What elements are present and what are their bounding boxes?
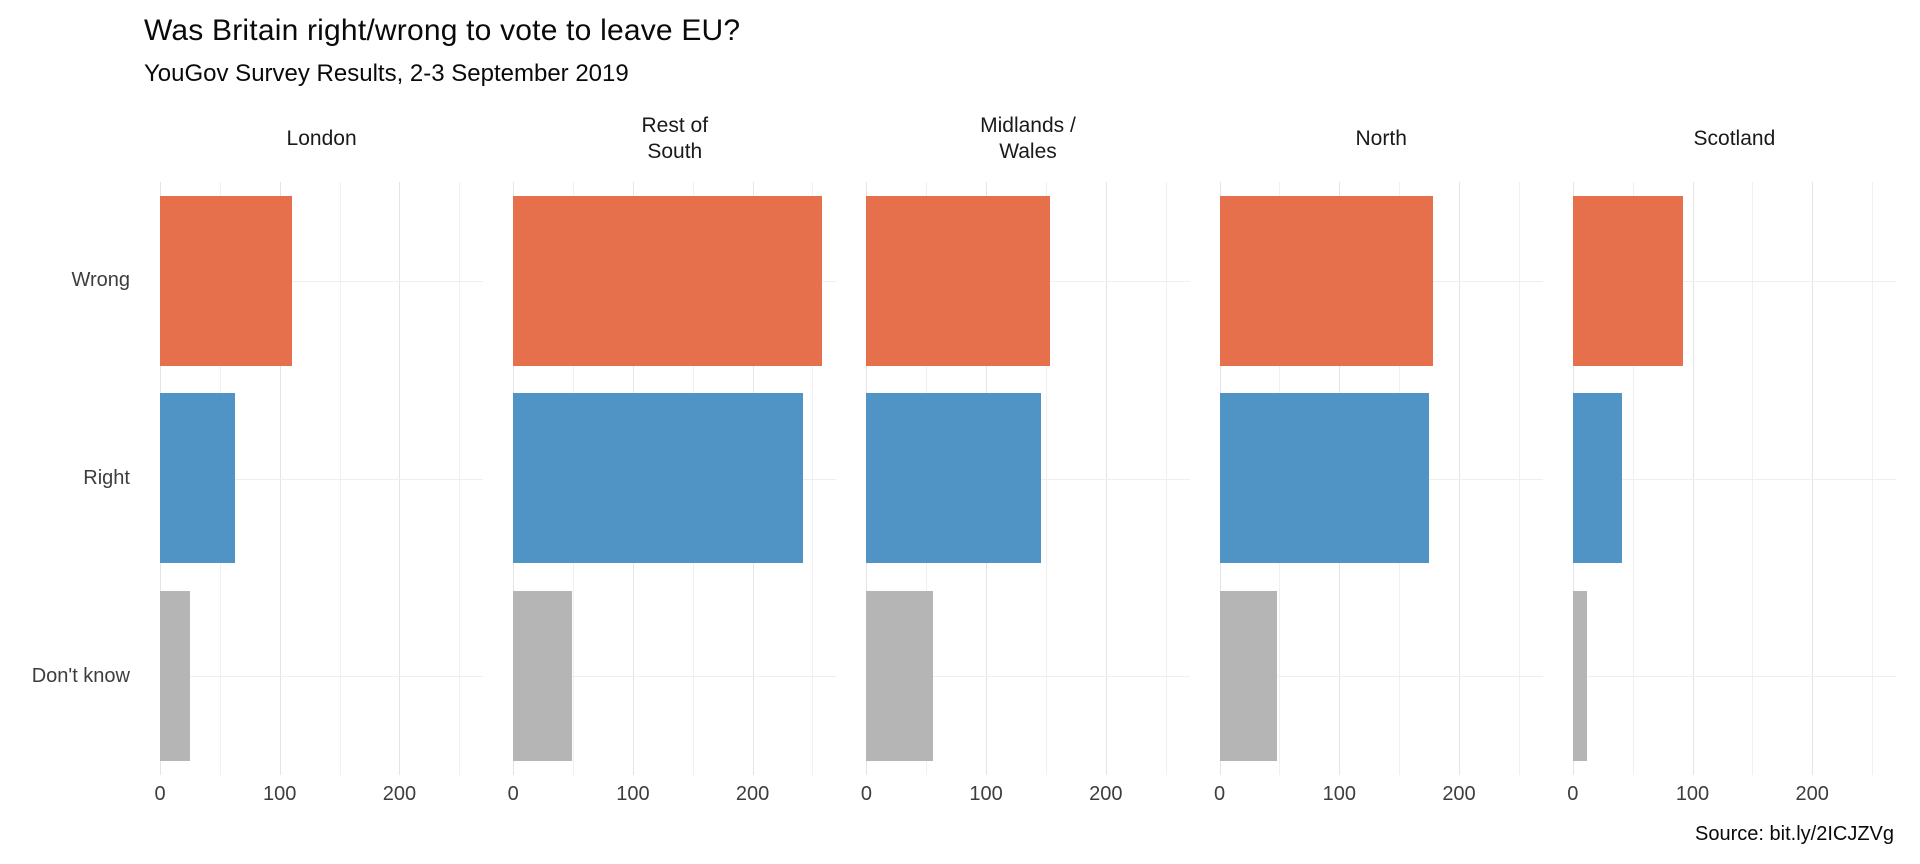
x-tick-label: 100 (1322, 783, 1356, 805)
facet-panel-north (1219, 182, 1543, 775)
facet-north: North 0 100 200 (1214, 104, 1543, 819)
x-axis-midlands-wales: 0 100 200 (861, 783, 1189, 819)
bar-don-t-know (866, 591, 934, 762)
x-tick-label: 200 (735, 783, 770, 805)
y-axis-label-wrong: Wrong (71, 269, 130, 292)
facet-london: London 0 100 200 (154, 104, 484, 819)
y-axis-band-labels: Wrong Right Don't know (24, 182, 130, 775)
bar-wrong (513, 195, 823, 366)
x-tick-label: 0 (1214, 783, 1226, 805)
bar-right (513, 393, 803, 564)
bar-don-t-know (1572, 591, 1588, 762)
x-tick-label: 200 (382, 783, 417, 805)
horizontal-gridline (160, 280, 484, 282)
x-tick-label: 200 (1089, 783, 1123, 805)
facet-panel-london (160, 182, 484, 775)
bar-right (1572, 393, 1622, 564)
bar-wrong (1219, 195, 1433, 366)
facet-panel-rest-of-south (513, 182, 837, 775)
horizontal-gridline (1572, 478, 1896, 480)
facet-panel-midlands-wales (866, 182, 1190, 775)
x-axis-rest-of-south: 0 100 200 (508, 783, 836, 819)
horizontal-gridline (1572, 676, 1896, 678)
bar-right (1219, 393, 1430, 564)
chart-title: Was Britain right/wrong to vote to leave… (144, 14, 741, 47)
y-axis-label-right: Right (83, 467, 130, 489)
horizontal-gridline (1219, 676, 1543, 678)
facet-label-midlands-wales: Midlands / Wales (980, 113, 1076, 163)
horizontal-gridline (513, 676, 837, 678)
x-tick-label: 100 (263, 783, 297, 805)
facet-scotland: Scotland 0 100 200 (1567, 104, 1896, 819)
facet-panel-scotland (1572, 182, 1896, 775)
x-axis-north: 0 100 200 (1214, 783, 1543, 819)
x-tick-label: 100 (616, 783, 650, 805)
bar-wrong (866, 195, 1050, 366)
chart-page: Was Britain right/wrong to vote to leave… (24, 14, 1896, 845)
x-tick-label: 0 (507, 783, 519, 805)
horizontal-gridline (160, 478, 484, 480)
facet-label-scotland: Scotland (1693, 126, 1776, 150)
facet-label-rest-of-south: Rest of South (641, 113, 709, 163)
facet-rest-of-south: Rest of South 0 100 200 (508, 104, 837, 819)
bar-right (866, 393, 1042, 564)
x-tick-label: 0 (154, 783, 166, 805)
bar-don-t-know (513, 591, 572, 762)
y-axis-label-column: Wrong Right Don't know (24, 104, 130, 819)
facet-label-north: North (1355, 126, 1407, 150)
bar-wrong (1572, 195, 1683, 366)
x-tick-label: 200 (1442, 783, 1476, 805)
facet-midlands-wales: Midlands / Wales 0 100 200 (861, 104, 1190, 819)
x-tick-label: 200 (1795, 783, 1829, 805)
horizontal-gridline (1572, 280, 1896, 282)
horizontal-gridline (160, 676, 484, 678)
x-axis-london: 0 100 200 (154, 783, 483, 819)
facet-label-london: London (286, 126, 357, 150)
bar-don-t-know (1219, 591, 1278, 762)
x-tick-label: 100 (969, 783, 1003, 805)
source-note: Source: bit.ly/2ICJZVg (1695, 823, 1894, 845)
chart-subtitle: YouGov Survey Results, 2-3 September 201… (144, 60, 629, 87)
y-axis-header-spacer (24, 104, 130, 174)
bar-right (160, 393, 236, 564)
x-tick-label: 0 (860, 783, 872, 805)
chart-grid: Wrong Right Don't know London 0 100 200 Rest… (24, 104, 1896, 819)
bar-don-t-know (160, 591, 190, 762)
bar-wrong (160, 195, 292, 366)
x-tick-label: 0 (1567, 783, 1579, 805)
horizontal-gridline (866, 676, 1190, 678)
x-tick-label: 100 (1675, 783, 1710, 805)
y-axis-label-dont-know: Don't know (31, 664, 130, 687)
x-axis-scotland: 0 100 200 (1567, 783, 1896, 819)
